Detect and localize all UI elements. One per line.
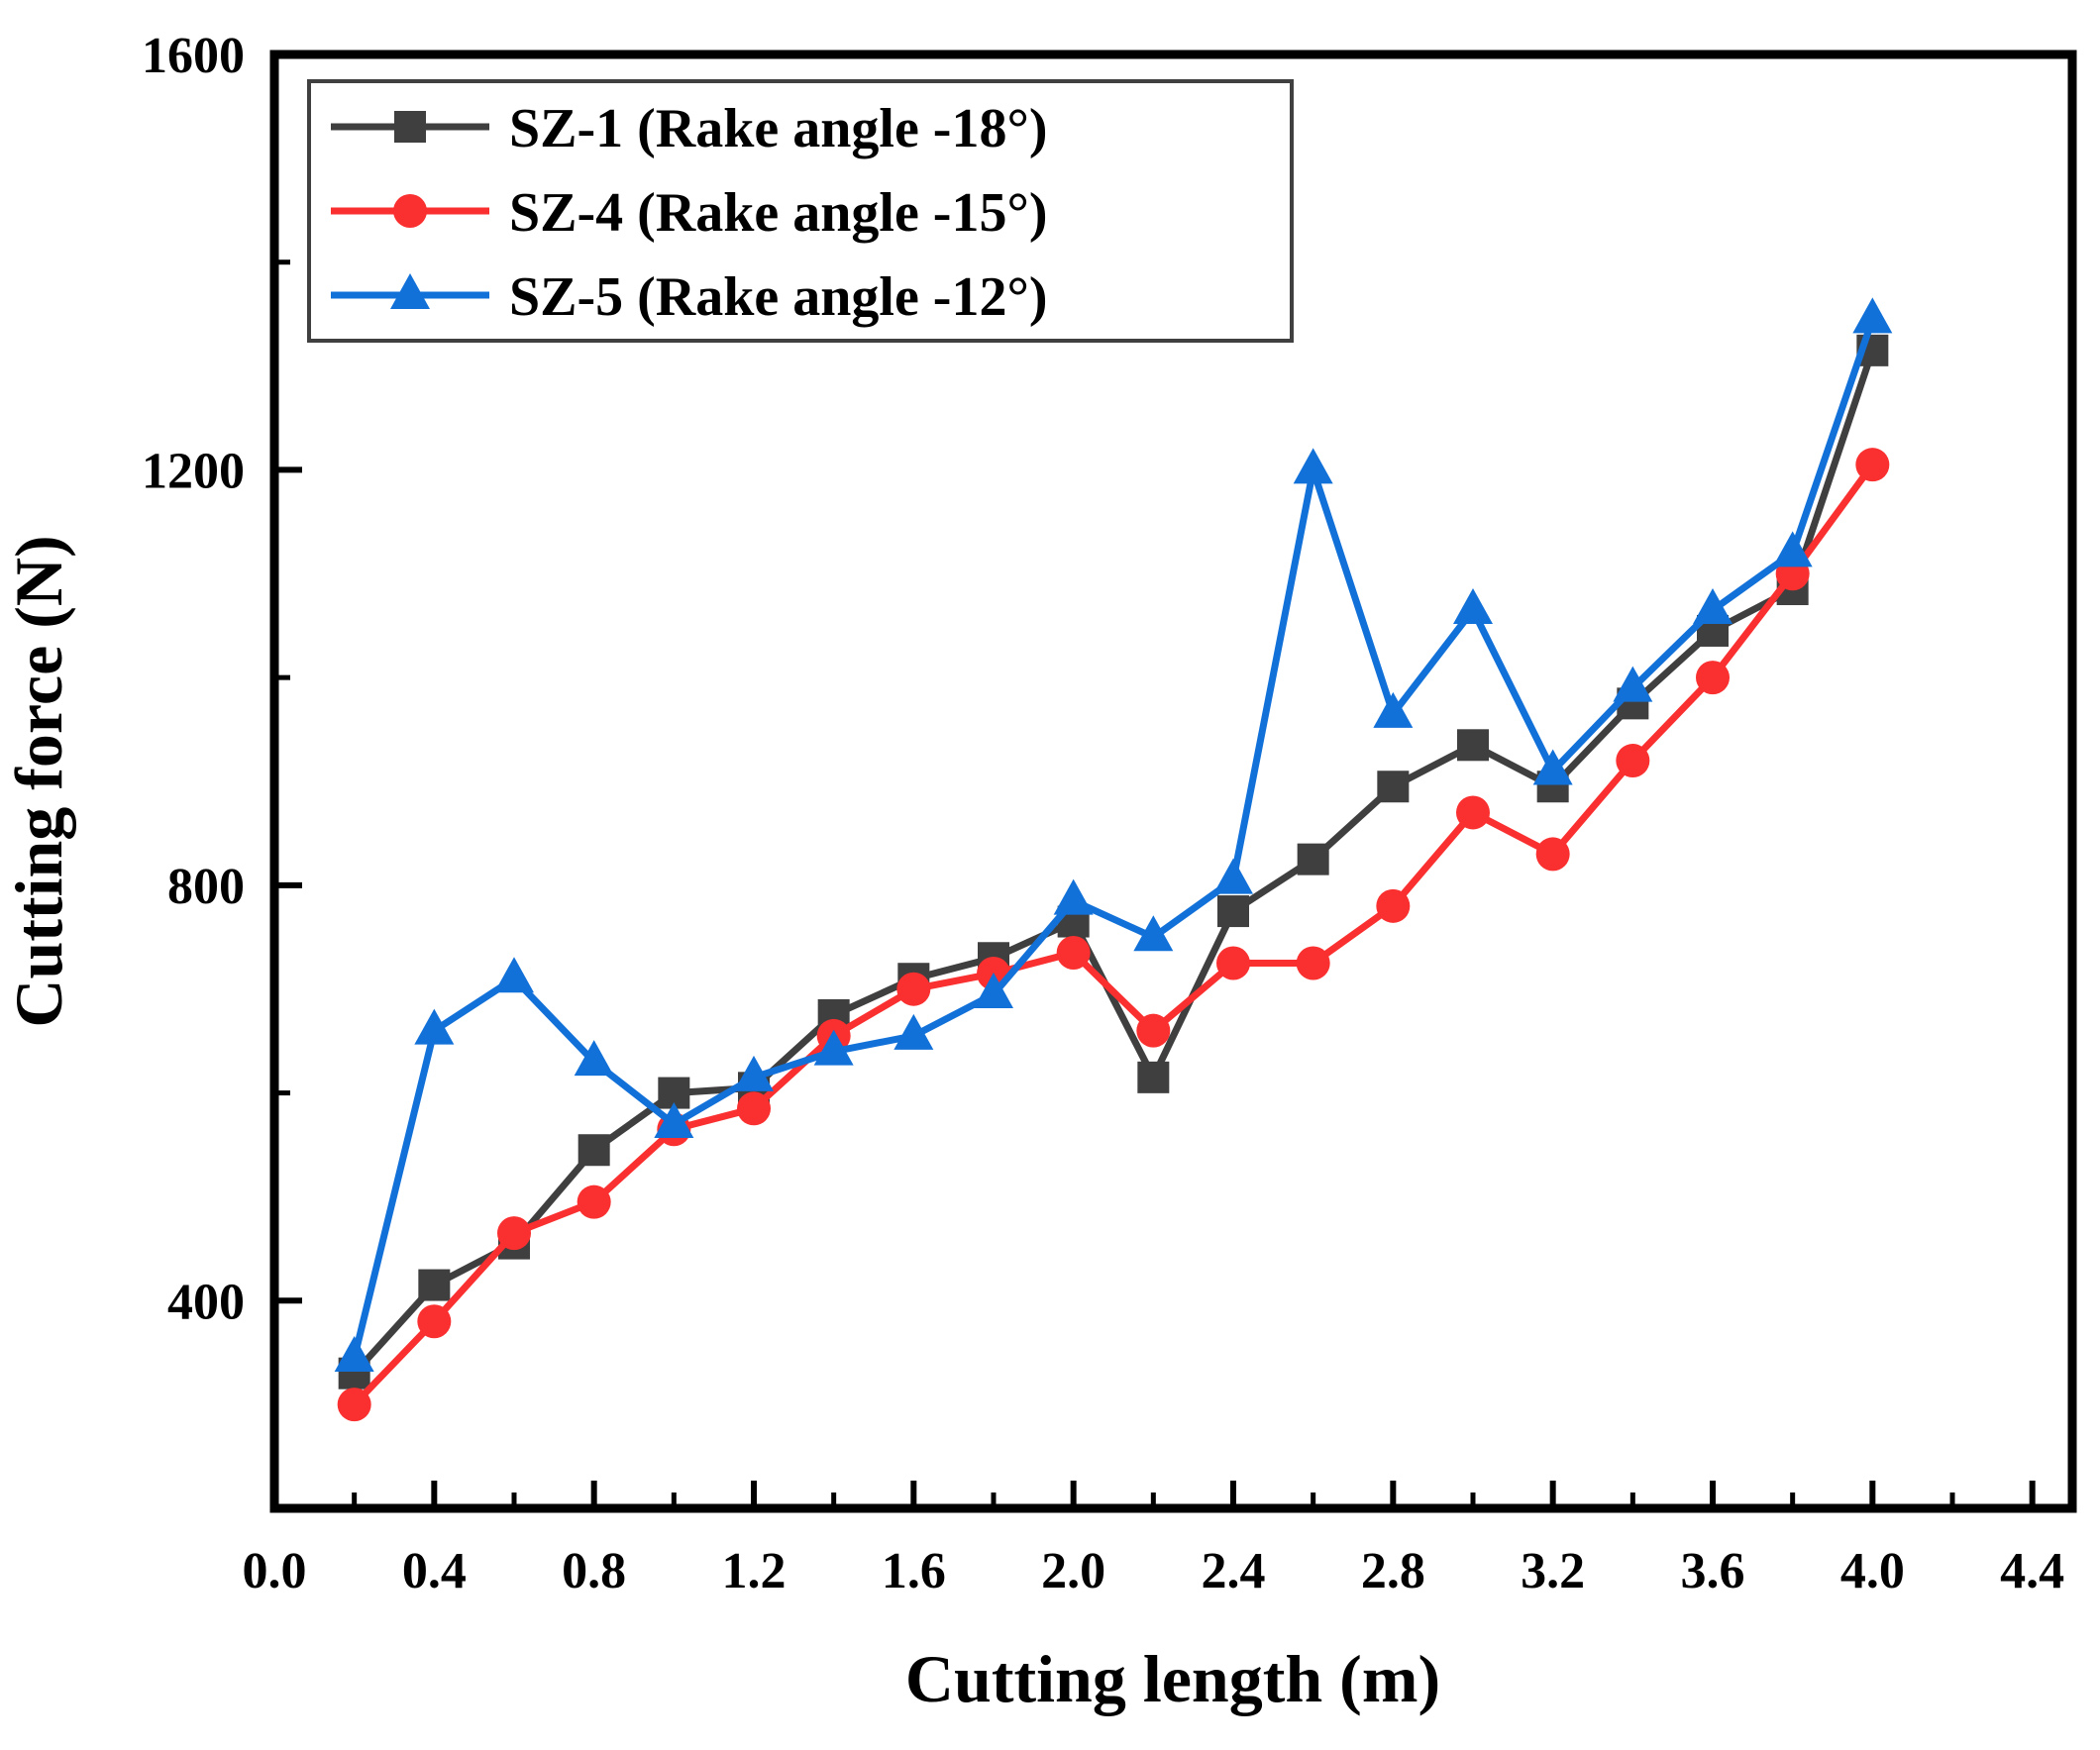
data-point-marker [1297, 843, 1329, 875]
legend-marker-circle-icon [393, 194, 427, 228]
y-tick-label: 800 [167, 859, 245, 915]
data-point-marker [1136, 1013, 1171, 1048]
x-tick-label: 1.6 [882, 1543, 946, 1599]
data-point-marker [1377, 771, 1410, 803]
x-tick-label: 3.2 [1521, 1543, 1585, 1599]
data-point-marker [893, 1013, 934, 1050]
data-point-marker [1616, 744, 1650, 778]
data-point-marker [1696, 661, 1730, 695]
data-point-marker [417, 1304, 452, 1339]
data-point-marker [1456, 795, 1490, 830]
data-point-marker [1293, 448, 1333, 484]
series-line [352, 349, 1876, 1377]
data-point-marker [974, 972, 1013, 1008]
y-tick-label: 1600 [142, 28, 245, 84]
data-point-marker [1535, 837, 1570, 872]
legend-label: SZ-1 (Rake angle -18°) [509, 98, 1047, 159]
data-point-marker [574, 1040, 614, 1077]
data-point-marker [896, 972, 931, 1006]
legend-marker-triangle-icon [390, 273, 430, 309]
data-point-marker [494, 957, 534, 993]
data-point-marker [1772, 531, 1813, 567]
data-point-marker [334, 1335, 374, 1372]
data-point-marker [734, 1055, 774, 1091]
legend-label: SZ-5 (Rake angle -12°) [509, 266, 1047, 328]
data-point-marker [418, 1269, 451, 1301]
axis-ticks [271, 51, 2036, 1508]
series-sz-4 [337, 448, 1890, 1422]
legend: SZ-1 (Rake angle -18°) SZ-4 (Rake angle -… [307, 79, 1294, 343]
data-point-marker [1137, 1061, 1170, 1093]
data-point-marker [1056, 936, 1091, 971]
axis-tick-labels: 0.0 0.4 0.8 1.2 1.6 2.0 2.4 2.8 3.2 3.6 4.0 4.4 400 8… [142, 28, 2064, 1599]
data-point-marker [1453, 587, 1493, 624]
legend-marker-square-icon [394, 111, 426, 143]
data-point-marker [577, 1184, 611, 1219]
data-point-marker [1217, 895, 1249, 928]
legend-item[interactable]: SZ-4 (Rake angle -15°) [331, 182, 1047, 244]
x-tick-label: 0.8 [562, 1543, 626, 1599]
data-point-marker [813, 1029, 854, 1066]
data-point-marker [337, 1388, 371, 1422]
legend-item[interactable]: SZ-1 (Rake angle -18°) [331, 98, 1047, 159]
x-tick-label: 2.0 [1041, 1543, 1105, 1599]
data-point-marker [497, 1216, 531, 1251]
data-point-marker [1376, 888, 1411, 923]
data-point-marker [1133, 915, 1174, 952]
x-tick-label: 4.0 [1840, 1543, 1905, 1599]
legend-item[interactable]: SZ-5 (Rake angle -12°) [331, 266, 1047, 328]
x-tick-label: 2.4 [1202, 1543, 1266, 1599]
plot-border [269, 50, 2077, 1513]
data-point-marker [1213, 858, 1253, 894]
data-point-marker [578, 1134, 610, 1167]
data-point-marker [1053, 878, 1094, 915]
x-tick-label: 0.0 [243, 1543, 307, 1599]
data-point-marker [1855, 448, 1890, 482]
x-tick-label: 2.8 [1361, 1543, 1425, 1599]
x-tick-label: 4.4 [2000, 1543, 2064, 1599]
y-tick-label: 1200 [142, 443, 245, 499]
y-tick-label: 400 [167, 1274, 245, 1330]
x-axis-label: Cutting length (m) [905, 1641, 1440, 1716]
data-point-marker [1852, 297, 1893, 334]
data-series-layer [334, 297, 1893, 1422]
data-point-marker [654, 1102, 694, 1139]
x-tick-label: 0.4 [402, 1543, 467, 1599]
data-point-marker [1373, 691, 1414, 728]
data-point-marker [414, 1008, 455, 1045]
y-axis-label: Cutting force (N) [1, 535, 76, 1027]
plot-frame [269, 50, 2077, 1513]
series-sz-5 [334, 297, 1893, 1372]
data-point-marker [1613, 666, 1653, 702]
legend-label: SZ-4 (Rake angle -15°) [509, 182, 1047, 244]
data-point-marker [1457, 729, 1489, 762]
series-sz-1 [338, 334, 1889, 1390]
data-point-marker [1216, 946, 1250, 980]
series-line [352, 463, 1876, 1407]
x-tick-label: 3.6 [1681, 1543, 1745, 1599]
data-point-marker [737, 1091, 771, 1126]
data-point-marker [1693, 587, 1732, 624]
data-point-marker [1296, 946, 1330, 980]
x-tick-label: 1.2 [722, 1543, 787, 1599]
data-point-marker [1532, 749, 1573, 785]
